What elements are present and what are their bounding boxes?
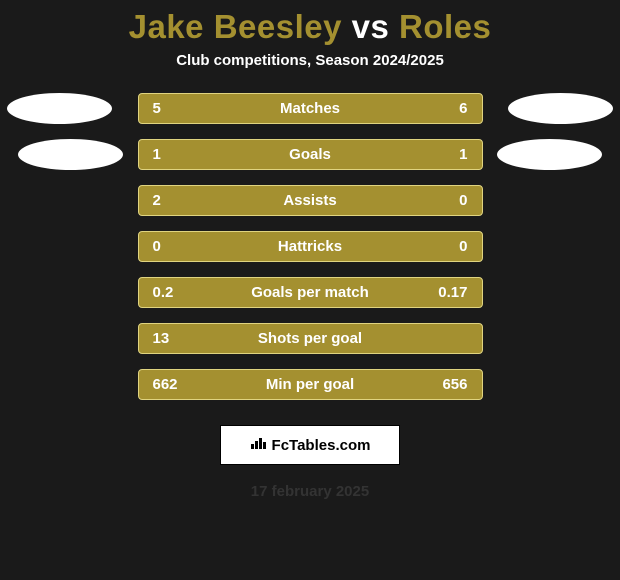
stat-left-value: 0: [139, 238, 203, 255]
player2-photo: [497, 139, 602, 170]
stat-left-value: 0.2: [139, 284, 203, 301]
title-player1: Jake Beesley: [129, 8, 342, 45]
player1-photo: [7, 93, 112, 124]
stat-left-value: 2: [139, 192, 203, 209]
stat-left-value: 5: [139, 100, 203, 117]
stat-row-outer: 5Matches6: [0, 93, 620, 124]
stat-row-outer: 2Assists0: [0, 185, 620, 216]
stat-row-outer: 13Shots per goal: [0, 323, 620, 354]
stat-label: Matches: [203, 100, 418, 117]
stat-left-value: 1: [139, 146, 203, 163]
player2-photo: [508, 93, 613, 124]
stat-row: 5Matches6: [138, 93, 483, 124]
date-text: 17 february 2025: [251, 483, 369, 500]
subtitle: Club competitions, Season 2024/2025: [176, 52, 444, 69]
logo-text: FcTables.com: [272, 437, 371, 454]
stat-row: 2Assists0: [138, 185, 483, 216]
stat-row: 0Hattricks0: [138, 231, 483, 262]
site-logo: FcTables.com: [220, 425, 400, 465]
stat-label: Goals per match: [203, 284, 418, 301]
stat-right-value: 6: [418, 100, 482, 117]
stat-row-outer: 1Goals1: [0, 139, 620, 170]
stat-label: Assists: [203, 192, 418, 209]
stat-row-outer: 0.2Goals per match0.17: [0, 277, 620, 308]
player1-photo: [18, 139, 123, 170]
stat-row: 0.2Goals per match0.17: [138, 277, 483, 308]
stat-label: Goals: [203, 146, 418, 163]
stat-row-outer: 0Hattricks0: [0, 231, 620, 262]
stat-right-value: 1: [418, 146, 482, 163]
stat-right-value: 656: [418, 376, 482, 393]
stat-row: 662Min per goal656: [138, 369, 483, 400]
stat-right-value: 0.17: [418, 284, 482, 301]
chart-icon: [250, 436, 268, 454]
stat-right-value: 0: [418, 238, 482, 255]
comparison-infographic: Jake Beesley vs Roles Club competitions,…: [0, 0, 620, 580]
stat-label: Shots per goal: [203, 330, 418, 347]
stat-label: Min per goal: [203, 376, 418, 393]
stat-right-value: 0: [418, 192, 482, 209]
stats-rows: 5Matches61Goals12Assists00Hattricks00.2G…: [0, 93, 620, 400]
stat-row-outer: 662Min per goal656: [0, 369, 620, 400]
stat-label: Hattricks: [203, 238, 418, 255]
stat-left-value: 13: [139, 330, 203, 347]
title-player2: Roles: [399, 8, 491, 45]
page-title: Jake Beesley vs Roles: [129, 8, 492, 46]
title-vs: vs: [342, 8, 399, 45]
stat-left-value: 662: [139, 376, 203, 393]
stat-row: 13Shots per goal: [138, 323, 483, 354]
stat-row: 1Goals1: [138, 139, 483, 170]
